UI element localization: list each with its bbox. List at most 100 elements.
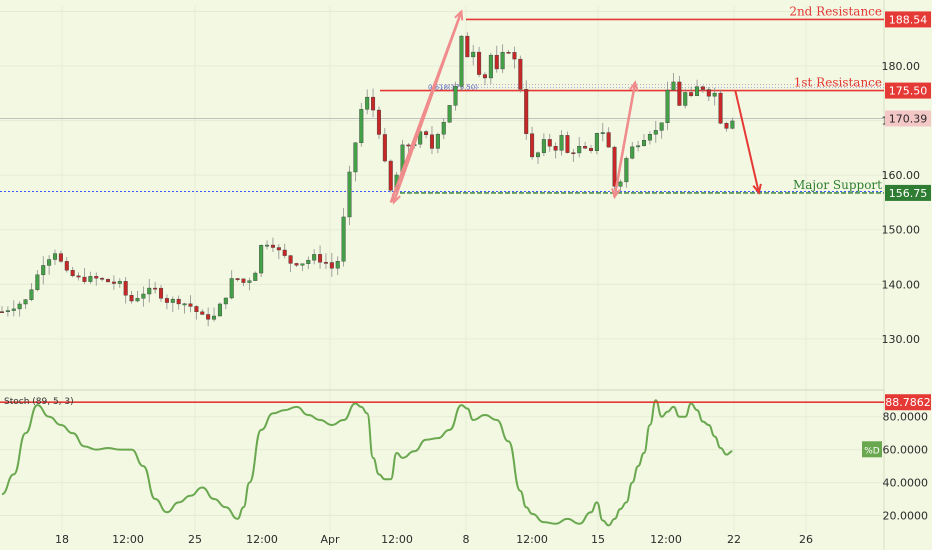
bearish-candle (106, 279, 111, 283)
bullish-candle (23, 299, 28, 305)
bullish-candle (730, 120, 735, 129)
bearish-candle (241, 278, 246, 283)
bearish-candle (129, 295, 134, 302)
bearish-candle (689, 92, 694, 97)
level-price-tag (885, 82, 931, 99)
bullish-candle (41, 265, 46, 276)
bullish-candle (347, 171, 352, 218)
bullish-candle (88, 276, 93, 282)
level-price-tag-text: 156.75 (889, 187, 928, 200)
bearish-candle (571, 152, 576, 155)
x-tick-label: 12:00 (112, 533, 144, 546)
stoch-tick-label: 40.0000 (883, 477, 929, 490)
bullish-candle (135, 298, 140, 302)
x-tick-label: 12:00 (650, 533, 682, 546)
bullish-candle (453, 86, 458, 106)
bullish-candle (223, 297, 228, 305)
arrow-head (611, 188, 621, 200)
bullish-candle (577, 146, 582, 154)
bullish-candle (353, 142, 358, 173)
bullish-candle (647, 134, 652, 141)
bearish-candle (553, 146, 558, 151)
bearish-candle (718, 92, 723, 124)
x-tick-label: 15 (591, 533, 605, 546)
bullish-candle (459, 35, 464, 87)
bearish-candle (606, 132, 611, 148)
x-tick-label: 18 (55, 533, 69, 546)
bullish-candle (541, 139, 546, 153)
bearish-candle (424, 131, 429, 136)
bearish-candle (494, 54, 499, 70)
stoch-title: Stoch (89, 5, 3) (4, 397, 74, 407)
bullish-candle (217, 303, 222, 317)
bearish-candle (200, 311, 205, 315)
bearish-candle (100, 277, 105, 280)
bullish-candle (147, 287, 152, 295)
x-tick-label: 12:00 (246, 533, 278, 546)
stoch-tick-label: 20.0000 (883, 510, 929, 523)
bearish-candle (0, 311, 4, 314)
level-label-support: Major Support (793, 178, 882, 192)
bearish-candle (530, 133, 535, 158)
price-tick-label: 140.00 (882, 278, 921, 291)
bearish-candle (547, 139, 552, 147)
bearish-candle (176, 298, 181, 305)
x-tick-label: 8 (463, 533, 470, 546)
stoch-d-line (1, 399, 733, 527)
bearish-candle (677, 81, 682, 106)
stoch-level-tag-text: 88.7862 (885, 396, 931, 409)
bullish-candle (53, 253, 58, 260)
bullish-candle (170, 298, 175, 303)
stoch-tick-label: 80.0000 (883, 411, 929, 424)
bullish-candle (594, 132, 599, 152)
bullish-candle (636, 145, 641, 148)
bearish-candle (294, 263, 299, 266)
level-price-tag (885, 11, 931, 28)
bullish-candle (671, 81, 676, 91)
bullish-candle (618, 181, 623, 187)
bullish-candle (471, 51, 476, 58)
bullish-candle (624, 158, 629, 183)
bullish-candle (695, 86, 700, 97)
bullish-candle (712, 92, 717, 97)
bullish-candle (117, 281, 122, 284)
bearish-candle (282, 249, 287, 256)
bearish-candle (524, 89, 529, 134)
bearish-candle (194, 306, 199, 313)
bullish-candle (600, 132, 605, 134)
level-price-tag (885, 184, 931, 201)
bullish-candle (35, 274, 40, 290)
bearish-candle (482, 74, 487, 79)
x-tick-label: Apr (320, 533, 340, 546)
arrow-head (752, 183, 762, 195)
bearish-candle (724, 123, 729, 129)
candles (0, 32, 735, 327)
bearish-candle (188, 303, 193, 307)
price-tick-label: 180.00 (882, 60, 921, 73)
last-price-tag (885, 110, 931, 127)
bearish-candle (700, 86, 705, 90)
bearish-candle (382, 134, 387, 162)
grid (0, 0, 885, 550)
bearish-candle (565, 135, 570, 153)
bullish-candle (441, 122, 446, 135)
bullish-candle (665, 89, 670, 123)
bullish-candle (642, 140, 647, 146)
bullish-candle (488, 54, 493, 79)
bullish-candle (300, 263, 305, 266)
stoch-tick-label: 60.0000 (883, 444, 929, 457)
bearish-candle (206, 314, 211, 320)
bearish-candle (164, 298, 169, 303)
arrow-shaft (392, 11, 463, 203)
bearish-candle (323, 262, 328, 264)
bearish-candle (270, 244, 275, 248)
bullish-candle (247, 280, 252, 283)
bearish-candle (288, 255, 293, 264)
bearish-candle (153, 287, 158, 290)
bullish-candle (447, 105, 452, 123)
x-tick-label: 26 (799, 533, 813, 546)
bullish-candle (5, 310, 10, 312)
last-price-tag-text: 170.39 (889, 112, 928, 125)
